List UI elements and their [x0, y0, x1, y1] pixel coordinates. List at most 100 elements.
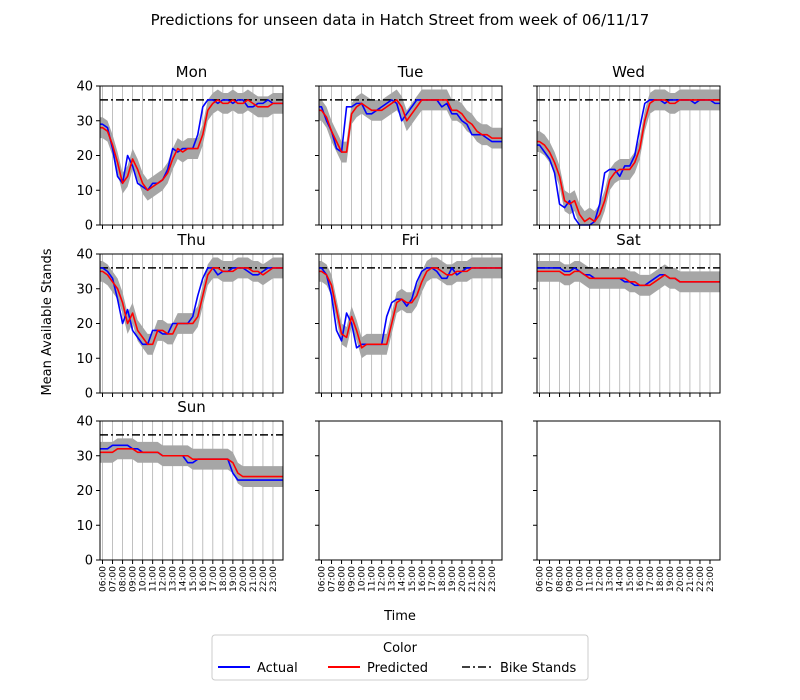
- x-axis-label: Time: [383, 609, 416, 624]
- subplot-title: Wed: [612, 63, 645, 81]
- y-tick-label: 0: [85, 554, 93, 569]
- subplot-sun: Sun 0 10 20 30 40 06:00 07:00 08:00 09:00 10:00 11:…: [76, 398, 284, 592]
- legend-title: Color: [383, 641, 418, 656]
- y-tick-label: 30: [76, 449, 93, 464]
- actual-line: [100, 267, 283, 346]
- subplot-tue: Tue: [315, 63, 503, 229]
- x-tick-label: 07:00: [546, 566, 556, 592]
- legend-frame: [211, 634, 589, 681]
- x-tick-label: 23:00: [269, 566, 279, 592]
- x-tick-label: 20:00: [676, 566, 686, 592]
- subplot-title: Sun: [177, 398, 206, 416]
- subplot-thu: Thu 0 10 20 30 40: [76, 231, 284, 402]
- x-tick-label: 21:00: [249, 566, 259, 592]
- confidence-band: [537, 89, 720, 225]
- x-tick-label: 12:00: [378, 566, 388, 592]
- subplot-empty-8: 06:00 07:00 08:00 09:00 10:00 11:00 12:00 13:00…: [533, 420, 721, 592]
- x-tick-label: 18:00: [656, 566, 666, 592]
- x-tick-label: 11:00: [586, 566, 596, 592]
- subplot-sat: Sat: [533, 231, 721, 397]
- predicted-line: [537, 270, 720, 287]
- confidence-band: [537, 260, 720, 296]
- predicted-line: [100, 99, 283, 192]
- subplot-title: Mon: [176, 63, 208, 81]
- x-tick-label: 20:00: [458, 566, 468, 592]
- subplot-title: Fri: [402, 231, 420, 249]
- x-tick-label: 19:00: [666, 566, 676, 592]
- x-tick-label: 10:00: [139, 566, 149, 592]
- subplot-title: Tue: [397, 63, 424, 81]
- x-tick-label: 23:00: [706, 566, 716, 592]
- x-tick-label: 18:00: [438, 566, 448, 592]
- x-tick-label: 11:00: [368, 566, 378, 592]
- confidence-band: [319, 257, 502, 359]
- figure-title: Predictions for unseen data in Hatch Str…: [151, 11, 650, 29]
- legend-label-bike-stands: Bike Stands: [500, 661, 577, 676]
- x-tick-label: 18:00: [219, 566, 229, 592]
- y-tick-label: 20: [76, 317, 93, 332]
- y-axis-label: Mean Available Stands: [40, 248, 55, 395]
- x-tick-label: 21:00: [468, 566, 478, 592]
- x-tick-label: 13:00: [606, 566, 616, 592]
- y-tick-label: 10: [76, 184, 93, 199]
- x-tick-label: 13:00: [169, 566, 179, 592]
- y-tick-label: 30: [76, 114, 93, 129]
- x-tick-label: 07:00: [328, 566, 338, 592]
- y-tick-label: 20: [76, 149, 93, 164]
- x-tick-label: 14:00: [616, 566, 626, 592]
- x-tick-label: 22:00: [696, 566, 706, 592]
- x-tick-label: 16:00: [636, 566, 646, 592]
- x-tick-label: 12:00: [159, 566, 169, 592]
- subplot-empty-7: 06:00 07:00 08:00 09:00 10:00 11:00 12:00 13:00…: [315, 420, 503, 592]
- x-tick-label: 22:00: [478, 566, 488, 592]
- axes-frame: [318, 420, 503, 561]
- x-tick-label: 09:00: [566, 566, 576, 592]
- x-tick-label: 08:00: [119, 566, 129, 592]
- x-tick-label: 13:00: [388, 566, 398, 592]
- x-tick-label: 15:00: [408, 566, 418, 592]
- y-tick-label: 20: [76, 484, 93, 499]
- subplot-title: Thu: [176, 231, 205, 249]
- x-tick-label: 22:00: [259, 566, 269, 592]
- subplot-wed: Wed: [533, 63, 721, 229]
- x-tick-label: 12:00: [596, 566, 606, 592]
- x-tick-label: 06:00: [536, 566, 546, 592]
- legend-label-predicted: Predicted: [367, 661, 428, 676]
- confidence-band: [100, 89, 283, 201]
- x-tick-label: 15:00: [189, 566, 199, 592]
- y-tick-label: 30: [76, 282, 93, 297]
- predicted-line: [319, 267, 502, 349]
- x-tick-label: 20:00: [239, 566, 249, 592]
- predicted-line: [100, 447, 283, 478]
- x-tick-label: 19:00: [448, 566, 458, 592]
- x-tick-label: 23:00: [488, 566, 498, 592]
- confidence-band: [319, 89, 502, 163]
- y-tick-label: 40: [76, 80, 93, 95]
- predicted-line: [319, 99, 502, 153]
- x-tick-label: 07:00: [109, 566, 119, 592]
- x-tick-label: 16:00: [199, 566, 209, 592]
- subplot-grid: Mon 0 10 20 30 40 Tue Wed Thu 0 10 20 30 40 Fri Sat Sun 0…: [76, 63, 721, 592]
- x-tick-label: 08:00: [338, 566, 348, 592]
- x-tick-label: 21:00: [686, 566, 696, 592]
- x-tick-label: 08:00: [556, 566, 566, 592]
- x-tick-label: 14:00: [179, 566, 189, 592]
- actual-line: [319, 99, 502, 153]
- x-tick-label: 15:00: [626, 566, 636, 592]
- subplot-title: Sat: [616, 231, 641, 249]
- y-tick-label: 10: [76, 352, 93, 367]
- x-tick-label: 17:00: [428, 566, 438, 592]
- y-tick-label: 0: [85, 219, 93, 234]
- legend-label-actual: Actual: [257, 661, 298, 676]
- x-tick-label: 10:00: [576, 566, 586, 592]
- y-tick-label: 0: [85, 387, 93, 402]
- x-tick-label: 16:00: [418, 566, 428, 592]
- legend: Color Actual Predicted Bike Stands: [211, 634, 589, 681]
- y-tick-label: 40: [76, 415, 93, 430]
- x-tick-label: 10:00: [358, 566, 368, 592]
- actual-line: [100, 444, 283, 481]
- x-tick-label: 09:00: [129, 566, 139, 592]
- x-tick-label: 17:00: [209, 566, 219, 592]
- x-tick-label: 17:00: [646, 566, 656, 592]
